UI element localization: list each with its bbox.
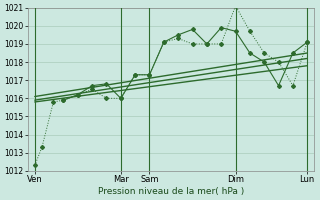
X-axis label: Pression niveau de la mer( hPa ): Pression niveau de la mer( hPa ) [98, 187, 244, 196]
